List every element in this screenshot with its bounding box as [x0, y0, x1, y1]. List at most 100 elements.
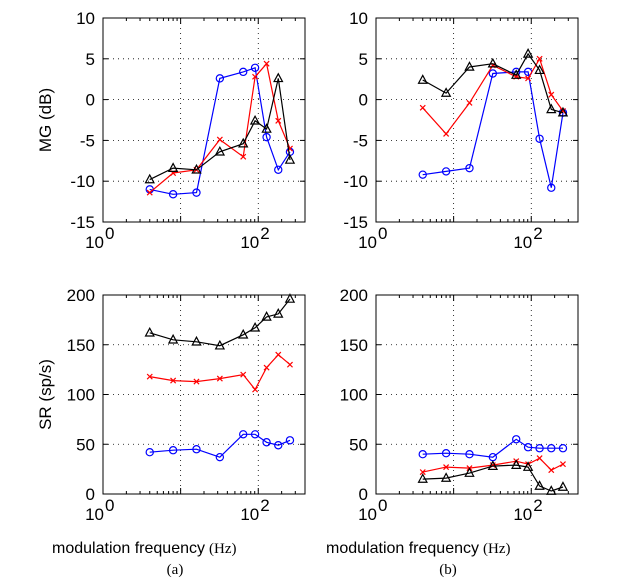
data-point-x: [252, 386, 259, 393]
x-tick-label-exponent: 0: [105, 496, 114, 515]
data-point-circle: [274, 441, 283, 450]
data-point-x: [146, 373, 153, 380]
data-point-circle: [523, 443, 533, 452]
data-point-x: [170, 377, 177, 384]
data-point-circle: [441, 167, 451, 176]
data-point-circle: [558, 444, 568, 453]
data-point-circle: [488, 69, 498, 78]
x-tick-label: 10: [240, 233, 259, 252]
data-point-triangle: [546, 485, 557, 495]
data-point-x: [536, 455, 543, 462]
series-line-blue: [149, 67, 291, 195]
data-point-triangle: [440, 87, 452, 97]
y-tick-label: 0: [359, 485, 368, 504]
y-axis-label: MG (dB): [36, 88, 55, 152]
data-point-x: [193, 378, 200, 385]
data-point-x: [216, 136, 223, 143]
y-tick-label: -15: [70, 213, 95, 232]
data-point-triangle: [557, 481, 569, 491]
x-tick-label: 10: [358, 233, 377, 252]
x-tick-label: 10: [85, 505, 104, 524]
data-point-triangle: [214, 339, 226, 350]
data-point-triangle: [557, 106, 569, 117]
series-line-black: [149, 298, 291, 347]
data-point-circle: [465, 163, 474, 173]
data-point-triangle: [417, 74, 428, 84]
x-axis-unit-a: (Hz): [209, 541, 236, 557]
y-tick-label: 150: [67, 336, 95, 355]
series-line-black: [149, 78, 291, 181]
data-point-triangle: [284, 293, 296, 303]
series-line-blue: [422, 438, 563, 458]
data-point-triangle: [273, 308, 284, 318]
data-point-triangle: [144, 173, 155, 184]
data-point-triangle: [487, 460, 499, 470]
x-tick-label: 10: [85, 233, 104, 252]
data-point-circle: [239, 67, 248, 77]
data-point-x: [443, 130, 450, 137]
axes-box: [102, 17, 306, 223]
series-line-red: [149, 353, 291, 391]
data-point-triangle: [417, 473, 428, 483]
series-line-blue: [422, 71, 564, 188]
data-point-triangle: [167, 162, 179, 172]
x-tick-label: 10: [513, 505, 532, 524]
x-tick-label-exponent: 2: [260, 224, 269, 243]
data-point-triangle: [511, 459, 522, 469]
data-point-triangle: [546, 103, 557, 114]
data-point-triangle: [144, 326, 155, 337]
data-point-triangle: [284, 154, 296, 164]
data-point-x: [240, 153, 247, 160]
series-line-black: [422, 52, 564, 114]
data-point-x: [252, 73, 259, 80]
data-point-triangle: [167, 333, 179, 344]
data-point-x: [536, 55, 543, 62]
data-point-circle: [250, 430, 260, 439]
data-point-circle: [547, 444, 556, 453]
data-point-circle: [418, 450, 427, 459]
y-tick-label: 50: [349, 435, 368, 454]
data-point-triangle: [191, 163, 202, 174]
data-point-circle: [250, 63, 260, 72]
data-point-circle: [215, 74, 225, 83]
axes-box: [375, 17, 579, 223]
data-point-x: [240, 371, 247, 378]
data-point-circle: [262, 132, 271, 142]
y-tick-label: 150: [340, 336, 368, 355]
x-tick-label-exponent: 0: [378, 224, 387, 243]
y-tick-label: 0: [86, 485, 95, 504]
y-tick-label: 100: [340, 386, 368, 405]
data-point-x: [263, 60, 270, 67]
y-tick-label: 50: [76, 435, 95, 454]
data-point-circle: [192, 188, 201, 197]
data-point-triangle: [511, 69, 522, 79]
data-point-triangle: [464, 61, 475, 71]
data-point-circle: [168, 446, 178, 455]
caption-a: (a): [167, 562, 184, 578]
data-point-triangle: [464, 467, 475, 477]
data-point-circle: [262, 438, 271, 447]
y-tick-label: -5: [80, 131, 95, 150]
y-tick-label: -10: [70, 172, 95, 191]
y-tick-label: 200: [340, 286, 368, 305]
data-point-x: [146, 189, 153, 196]
data-point-x: [548, 467, 555, 474]
x-axis-label-b: modulation frequency: [326, 540, 479, 557]
data-point-x: [419, 104, 426, 111]
data-point-triangle: [261, 311, 272, 321]
data-point-circle: [547, 183, 556, 192]
data-point-x: [275, 117, 282, 124]
data-point-x: [548, 91, 555, 98]
x-tick-label-exponent: 0: [105, 224, 114, 243]
data-point-triangle: [249, 321, 261, 332]
data-point-circle: [465, 450, 474, 459]
data-point-triangle: [522, 48, 534, 58]
data-point-triangle: [238, 137, 249, 148]
data-point-triangle: [440, 472, 452, 482]
data-point-x: [263, 364, 270, 371]
y-tick-label: 5: [359, 50, 368, 69]
